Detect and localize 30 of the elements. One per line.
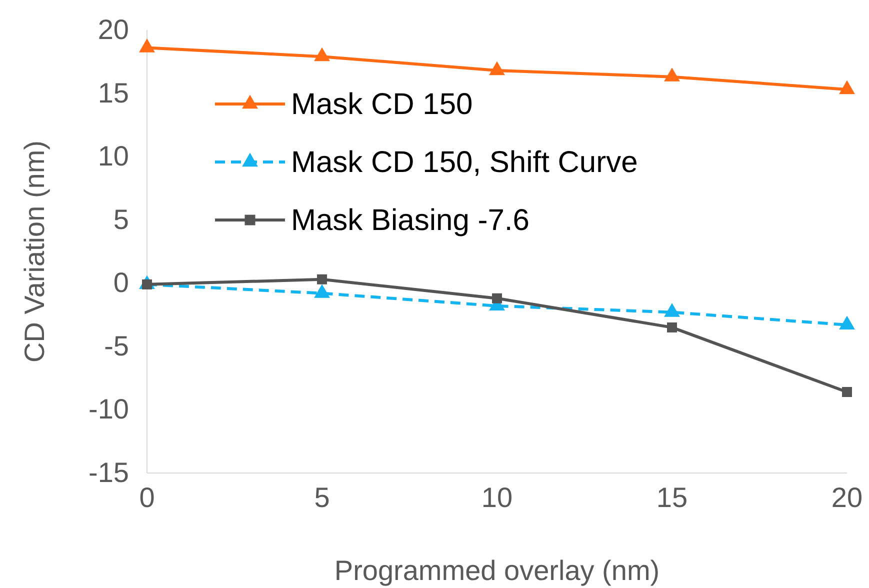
point <box>489 61 505 76</box>
x-tick-label: 15 <box>656 482 688 513</box>
y-tick-label: 5 <box>113 204 129 235</box>
point <box>667 322 677 332</box>
point <box>317 274 327 284</box>
y-tick-label: 15 <box>98 77 129 108</box>
point <box>664 68 680 82</box>
y-tick-label: 20 <box>98 14 129 45</box>
x-tick-label: 0 <box>139 482 155 513</box>
point <box>839 80 855 94</box>
x-axis-title: Programmed overlay (nm) <box>334 555 660 586</box>
y-tick-label: 0 <box>113 267 129 298</box>
point <box>139 38 155 52</box>
legend-label: Mask CD 150, Shift Curve <box>291 146 638 179</box>
x-tick-label: 10 <box>481 482 513 513</box>
y-tick-label: 10 <box>98 140 129 172</box>
point <box>314 47 330 62</box>
x-tick-label: 5 <box>314 482 330 513</box>
legend-label: Mask Biasing -7.6 <box>291 204 530 237</box>
point <box>664 303 680 317</box>
x-tick-label: 20 <box>831 482 863 513</box>
y-tick-label: -15 <box>88 456 129 488</box>
point <box>492 293 502 304</box>
point <box>842 386 852 397</box>
y-tick-label: -10 <box>88 394 129 425</box>
y-axis-title: CD Variation (nm) <box>19 140 50 362</box>
y-tick-label: -5 <box>104 330 129 362</box>
point <box>314 284 330 298</box>
point <box>839 316 855 330</box>
legend-label: Mask CD 150 <box>291 88 473 121</box>
